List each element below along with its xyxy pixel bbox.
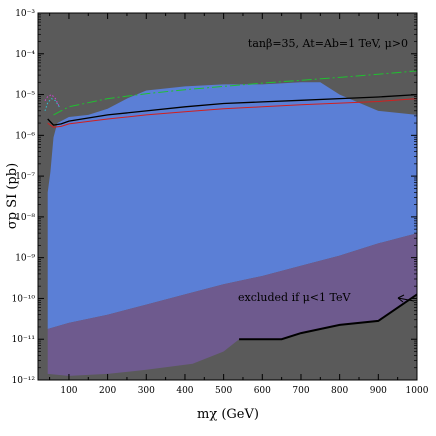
- allowed-region-0: [47, 82, 417, 370]
- y-tick-label: 10⁻⁴: [15, 50, 35, 60]
- x-tick-label: 700: [292, 386, 309, 396]
- annotation-excluded: excluded if μ<1 TeV: [238, 291, 352, 304]
- ticks-layer: 100 200 300 400 500 600 700 800 900 1000 10⁻³ 10⁻⁴ 1…: [12, 9, 429, 396]
- magenta-curve-3: [44, 93, 60, 108]
- y-tick-label: 10⁻⁸: [15, 213, 35, 223]
- x-tick-label: 100: [60, 386, 77, 396]
- y-tick-label: 10⁻⁵: [15, 91, 35, 101]
- curves-layer: [44, 70, 417, 341]
- plot-frame: [37, 12, 418, 381]
- exclusion-boundary-curve: [239, 293, 417, 341]
- x-axis-title: mχ (GeV): [197, 407, 259, 422]
- annotation-top: tanβ=35, At=Ab=1 TeV, μ>0: [248, 37, 408, 50]
- x-tick-label: 600: [254, 386, 271, 396]
- x-tick-label: 1000: [406, 386, 429, 396]
- y-tick-label: 10⁻¹⁰: [12, 294, 36, 304]
- y-tick-label: 10⁻⁶: [15, 131, 35, 141]
- cyan-curve-4: [44, 97, 60, 112]
- y-tick-label: 10⁻¹¹: [12, 335, 35, 345]
- regions-layer: [47, 82, 417, 376]
- y-tick-label: 10⁻³: [15, 9, 35, 19]
- x-tick-label: 200: [99, 386, 116, 396]
- y-tick-label: 10⁻⁹: [15, 254, 35, 264]
- black-curve-0: [47, 93, 417, 126]
- x-tick-label: 800: [331, 386, 348, 396]
- x-tick-label: 900: [370, 386, 387, 396]
- green-curve-2: [53, 70, 417, 116]
- y-tick-label: 10⁻⁷: [15, 172, 35, 182]
- red-curve-1: [47, 98, 417, 128]
- x-tick-label: 400: [176, 386, 193, 396]
- y-axis-title: σp SI (pb): [5, 163, 20, 229]
- y-tick-label: 10⁻¹²: [12, 376, 36, 386]
- arrow-icon: [397, 294, 415, 303]
- excluded-region-1: [47, 233, 417, 376]
- x-tick-label: 500: [215, 386, 232, 396]
- x-tick-label: 300: [138, 386, 155, 396]
